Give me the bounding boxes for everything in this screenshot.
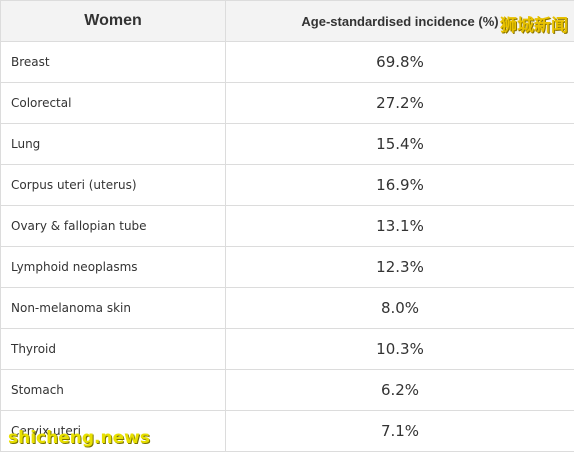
- cancer-name: Thyroid: [0, 328, 226, 370]
- column-header-women: Women: [0, 0, 226, 42]
- cancer-name: Non-melanoma skin: [0, 287, 226, 329]
- incidence-value: 16.9%: [225, 164, 574, 206]
- table-row: Lung 15.4%: [0, 123, 574, 165]
- table-row: Non-melanoma skin 8.0%: [0, 287, 574, 329]
- incidence-value: 6.2%: [225, 369, 574, 411]
- table-row: Cervix uteri 7.1%: [0, 410, 574, 452]
- cancer-name: Colorectal: [0, 82, 226, 124]
- incidence-value: 8.0%: [225, 287, 574, 329]
- table-row: Lymphoid neoplasms 12.3%: [0, 246, 574, 288]
- incidence-value: 27.2%: [225, 82, 574, 124]
- table-header-row: Women Age-standardised incidence (%): [0, 0, 574, 42]
- cancer-name: Cervix uteri: [0, 410, 226, 452]
- incidence-value: 69.8%: [225, 41, 574, 83]
- table-row: Breast 69.8%: [0, 41, 574, 83]
- table-row: Stomach 6.2%: [0, 369, 574, 411]
- cancer-name: Lymphoid neoplasms: [0, 246, 226, 288]
- cancer-name: Ovary & fallopian tube: [0, 205, 226, 247]
- cancer-name: Lung: [0, 123, 226, 165]
- incidence-value: 13.1%: [225, 205, 574, 247]
- table-row: Ovary & fallopian tube 13.1%: [0, 205, 574, 247]
- incidence-value: 15.4%: [225, 123, 574, 165]
- table-row: Thyroid 10.3%: [0, 328, 574, 370]
- table-row: Corpus uteri (uterus) 16.9%: [0, 164, 574, 206]
- cancer-name: Corpus uteri (uterus): [0, 164, 226, 206]
- cancer-name: Stomach: [0, 369, 226, 411]
- cancer-name: Breast: [0, 41, 226, 83]
- incidence-value: 12.3%: [225, 246, 574, 288]
- column-header-incidence: Age-standardised incidence (%): [225, 0, 574, 42]
- incidence-value: 10.3%: [225, 328, 574, 370]
- table-row: Colorectal 27.2%: [0, 82, 574, 124]
- incidence-value: 7.1%: [225, 410, 574, 452]
